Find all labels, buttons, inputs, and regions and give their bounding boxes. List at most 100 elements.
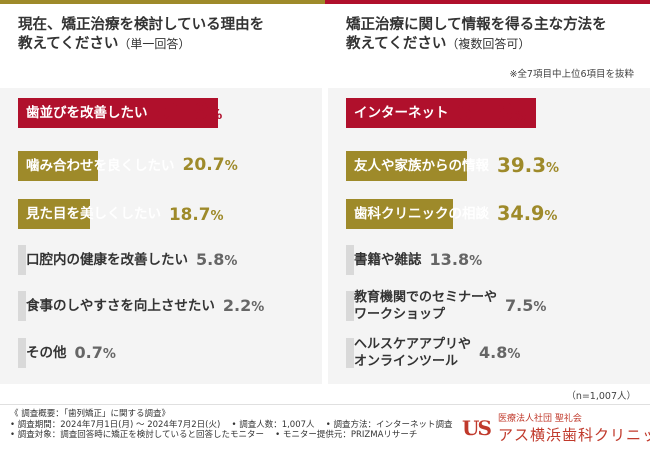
right-bar-label-line: オンラインツール bbox=[354, 354, 459, 369]
right-bar-label: 書籍や雑誌 bbox=[346, 252, 422, 269]
left-chart-title-line2: 教えてください（単一回答） bbox=[18, 36, 191, 52]
right-bar bbox=[346, 199, 453, 229]
left-bar-value: 51.9% bbox=[156, 102, 223, 124]
survey-line-1: 《 調査概要：「歯列矯正」に関する調査》 bbox=[10, 409, 170, 419]
left-bar-label-line: 噛み合わせを良くしたい bbox=[26, 157, 175, 174]
right-bar-label: 歯科クリニックの相談 bbox=[346, 206, 489, 223]
left-bar-label: 見た目を美しくしたい bbox=[18, 206, 161, 223]
left-bar-value: 18.7% bbox=[169, 203, 224, 224]
right-bar-label-line: ワークショップ bbox=[354, 307, 446, 322]
right-bar bbox=[346, 245, 354, 275]
left-bar bbox=[18, 338, 26, 368]
survey-line-2: • 調査期間：2024年7月1日(月) ～ 2024年7月2日(火) • 調査人… bbox=[10, 419, 453, 430]
left-bar-value-unit: % bbox=[224, 254, 238, 269]
right-chart-title-line1: 矯正治療に関して情報を得る主な方法を bbox=[346, 17, 607, 33]
left-bar bbox=[18, 199, 90, 229]
left-bar-value: 0.7% bbox=[74, 343, 116, 362]
right-bar-label-line: 書籍や雑誌 bbox=[354, 251, 422, 268]
right-bar-value: 61.8% bbox=[456, 99, 527, 126]
right-bar-value-number: 13.8 bbox=[429, 249, 470, 269]
right-bar-value-number: 7.5 bbox=[505, 296, 534, 315]
left-bar-value-number: 5.8 bbox=[196, 250, 225, 269]
left-bar-value-unit: % bbox=[210, 208, 224, 224]
left-bar-row: 噛み合わせを良くしたい 20.7% bbox=[18, 151, 312, 181]
right-bar-value: 39.3% bbox=[497, 156, 559, 176]
left-bar-row: その他 0.7% bbox=[18, 338, 312, 368]
right-bar bbox=[346, 291, 354, 321]
right-bar-label: インターネット bbox=[346, 105, 449, 122]
left-chart-subtitle: （単一回答） bbox=[118, 37, 191, 51]
right-bar-row: ヘルスケアアプリや オンラインツール 4.8% bbox=[346, 336, 640, 370]
clinic-logo: US 医療法人社団 聖礼会 アス横浜歯科クリニック bbox=[462, 411, 650, 447]
right-bar-value: 7.5% bbox=[505, 296, 547, 315]
survey-line-3: • 調査対象：調査回答時に矯正を検討していると回答したモニター • モニター提供… bbox=[10, 430, 418, 440]
footer: 《 調査概要：「歯列矯正」に関する調査》 • 調査期間：2024年7月1日(月)… bbox=[0, 404, 650, 450]
left-bar-row: 歯並びを改善したい 51.9% bbox=[18, 98, 312, 128]
left-bar bbox=[18, 291, 26, 321]
left-bar bbox=[18, 98, 218, 128]
right-bar-value: 34.9% bbox=[497, 204, 557, 223]
right-accent-bar bbox=[325, 0, 650, 4]
left-bar-value: 2.2% bbox=[222, 296, 265, 315]
left-bar-row: 見た目を美しくしたい 18.7% bbox=[18, 199, 312, 229]
right-bar-value-number: 61.8 bbox=[456, 99, 514, 126]
left-chart-panel: 現在、矯正治療を検討している理由を 教えてください（単一回答） 歯並びを改善した… bbox=[0, 4, 322, 384]
right-bar-label-line: 歯科クリニックの相談 bbox=[354, 205, 489, 222]
clinic-name: アス横浜歯科クリニック bbox=[498, 426, 650, 444]
right-bar-row: 歯科クリニックの相談 34.9% bbox=[346, 199, 640, 229]
right-bar-row: 友人や家族からの情報 39.3% bbox=[346, 151, 640, 181]
left-bar-value-number: 51.9 bbox=[155, 100, 210, 126]
left-bar bbox=[18, 151, 98, 181]
left-chart-bars: 歯並びを改善したい 51.9% 噛み合わせを良くしたい 20.7% 見た目を美しくしたい… bbox=[0, 88, 322, 384]
right-bar-row: 教育機関でのセミナーや ワークショップ 7.5% bbox=[346, 289, 640, 323]
right-chart-header: 矯正治療に関して情報を得る主な方法を 教えてください（複数回答可） ※全7項目中… bbox=[328, 4, 650, 88]
sample-size-note: （n=1,007人） bbox=[566, 391, 636, 402]
survey-overview: 《 調査概要：「歯列矯正」に関する調査》 • 調査期間：2024年7月1日(月)… bbox=[10, 409, 452, 441]
right-bar-label-line: 友人や家族からの情報 bbox=[354, 157, 489, 174]
left-bar-label: 噛み合わせを良くしたい bbox=[18, 158, 175, 175]
left-bar-value-number: 0.7 bbox=[74, 343, 103, 362]
right-bar-value-number: 39.3 bbox=[497, 154, 547, 178]
right-bar-value: 4.8% bbox=[479, 343, 521, 362]
left-chart-title-line1: 現在、矯正治療を検討している理由を bbox=[18, 17, 265, 33]
right-bar-label: ヘルスケアアプリや オンラインツール bbox=[346, 336, 471, 370]
left-bar-value-number: 18.7 bbox=[169, 203, 211, 224]
right-bar bbox=[346, 151, 467, 181]
left-bar-value-unit: % bbox=[102, 347, 116, 362]
right-bar-value-unit: % bbox=[544, 209, 558, 225]
clinic-corp-name: 医療法人社団 聖礼会 bbox=[498, 414, 582, 424]
left-bar-value-number: 20.7 bbox=[182, 155, 225, 176]
left-bar-label-line: 歯並びを改善したい bbox=[26, 104, 148, 121]
left-accent-bar bbox=[0, 0, 325, 4]
left-bar bbox=[18, 245, 26, 275]
right-bar-label-line: 教育機関でのセミナーや bbox=[354, 290, 498, 305]
left-bar-value-unit: % bbox=[251, 300, 265, 315]
right-bar-value-number: 34.9 bbox=[497, 202, 545, 226]
right-chart-note: ※全7項目中上位6項目を抜粋 bbox=[509, 69, 634, 80]
right-bar-label-line: インターネット bbox=[354, 104, 449, 121]
left-bar-label-line: 口腔内の健康を改善したい bbox=[26, 251, 188, 268]
left-bar-value-number: 2.2 bbox=[222, 296, 252, 315]
left-bar-value-unit: % bbox=[224, 159, 238, 175]
left-bar-label: その他 bbox=[18, 345, 67, 362]
right-bar bbox=[346, 98, 536, 128]
right-bar-row: 書籍や雑誌 13.8% bbox=[346, 245, 640, 275]
right-chart-panel: 矯正治療に関して情報を得る主な方法を 教えてください（複数回答可） ※全7項目中… bbox=[328, 4, 650, 384]
right-bar-label: 友人や家族からの情報 bbox=[346, 158, 489, 175]
right-bar-value-unit: % bbox=[507, 347, 521, 362]
right-bar-row: インターネット 61.8% bbox=[346, 98, 640, 128]
left-bar-value-unit: % bbox=[209, 108, 223, 124]
left-bar-label-line: 見た目を美しくしたい bbox=[26, 205, 161, 222]
left-bar-label-line: その他 bbox=[26, 344, 67, 361]
right-chart-bars: インターネット 61.8% 友人や家族からの情報 39.3% 歯科クリニックの相談 34.… bbox=[328, 88, 650, 384]
right-bar-value-unit: % bbox=[546, 161, 560, 177]
right-chart-title-line2: 教えてください（複数回答可） bbox=[346, 36, 531, 52]
right-bar-value-number: 4.8 bbox=[479, 343, 508, 362]
clinic-logo-mark: US bbox=[462, 416, 492, 440]
right-bar-label-line: ヘルスケアアプリや bbox=[354, 337, 472, 352]
right-bar-value-unit: % bbox=[533, 300, 547, 315]
left-bar-row: 食事のしやすさを向上させたい 2.2% bbox=[18, 291, 312, 321]
left-bar-label: 口腔内の健康を改善したい bbox=[18, 252, 188, 269]
left-bar-label: 食事のしやすさを向上させたい bbox=[18, 298, 215, 315]
right-bar-label: 教育機関でのセミナーや ワークショップ bbox=[346, 289, 497, 323]
